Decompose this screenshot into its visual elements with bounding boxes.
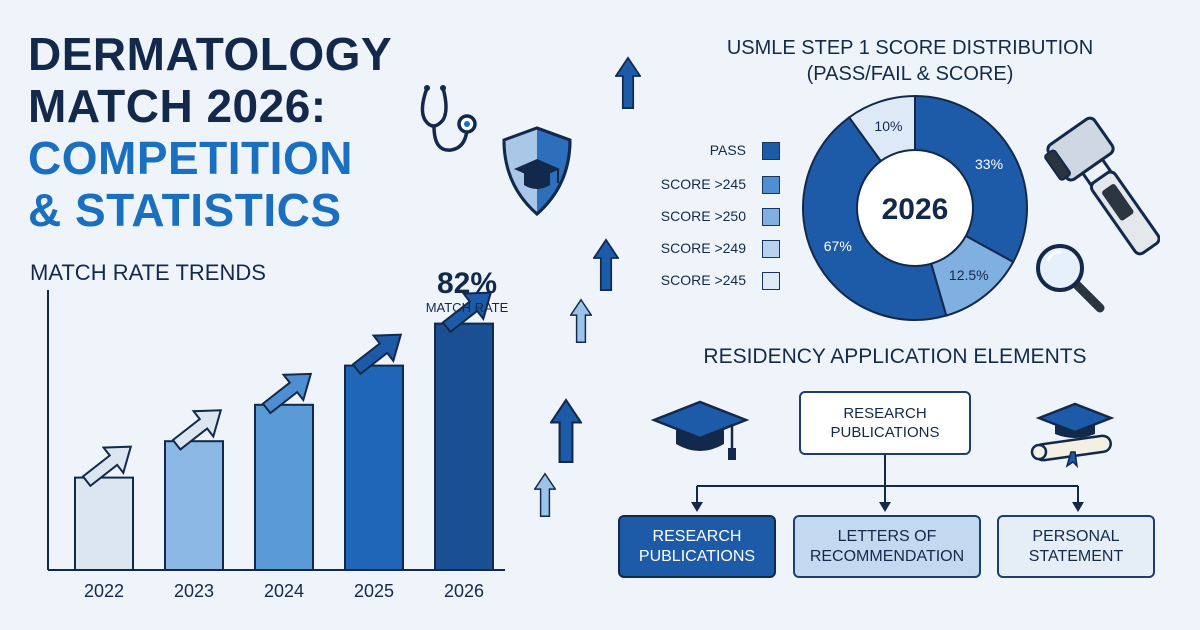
legend-swatch (762, 240, 780, 258)
legend-entry: PASS (640, 140, 780, 162)
legend-swatch (762, 272, 780, 290)
donut-center-label: 2026 (882, 193, 949, 226)
shield-graduation-cap-icon (502, 126, 572, 216)
match-rate-heading: MATCH RATE TRENDS (30, 260, 266, 285)
trend-arrow-icon (261, 372, 313, 415)
magnifier-icon (1036, 244, 1105, 313)
legend-swatch (762, 176, 780, 194)
legend-entry: SCORE >245 (640, 174, 780, 196)
usmle-title-line-2: (PASS/FAIL & SCORE) (806, 63, 1014, 85)
donut-slice-label: 12.5% (949, 267, 989, 283)
donut-slice-label: 10% (874, 118, 902, 134)
trend-arrow-icon (81, 445, 133, 488)
title-line-1: DERMATOLOGY (28, 28, 393, 80)
residency-connectors (691, 454, 1084, 512)
donut-slice-label: 67% (824, 238, 852, 254)
tick-labels: 2022 2023 2024 2025 2026 (84, 581, 484, 601)
bar-2023 (164, 440, 224, 571)
up-arrow-icon (570, 298, 592, 344)
diploma-icon (1030, 402, 1115, 469)
usmle-title-line-1: USMLE STEP 1 SCORE DISTRIBUTION (726, 37, 1094, 59)
usmle-title: USMLE STEP 1 SCORE DISTRIBUTION (PASS/FA… (650, 35, 1170, 87)
match-rate-chart: 2022 2023 2024 2025 2026 (47, 290, 505, 601)
title-accent-line-1: COMPETITION (28, 132, 353, 184)
research-publications-box: RESEARCH PUBLICATIONS (618, 515, 776, 578)
legend-entry: SCORE >245 (640, 270, 780, 292)
up-arrow-icon (550, 398, 582, 464)
legend-swatch (762, 142, 780, 160)
title-line-2: MATCH 2026: (28, 80, 327, 132)
trend-arrow-icon (441, 291, 493, 334)
up-arrow-icon (534, 472, 556, 518)
tick-label-2022: 2022 (84, 581, 124, 601)
tick-label-2025: 2025 (354, 581, 394, 601)
donut-slice-labels: 33% 12.5% 67% 10% (824, 118, 1003, 283)
dermatoscope-icon (1044, 116, 1160, 256)
stethoscope-icon (420, 85, 477, 152)
up-arrow-icon (593, 238, 619, 292)
research-publications-top-box: RESEARCH PUBLICATIONS (799, 391, 971, 455)
legend-swatch (762, 208, 780, 226)
tick-label-2023: 2023 (174, 581, 214, 601)
bar-2026 (434, 322, 494, 571)
graduation-cap-icon (650, 400, 750, 460)
title-accent-line-2: & STATISTICS (28, 184, 342, 236)
callout-value: 82% (436, 267, 498, 300)
tick-label-2024: 2024 (264, 581, 304, 601)
bar-2022 (74, 476, 134, 572)
page-title: DERMATOLOGY MATCH 2026: COMPETITION & ST… (28, 28, 392, 236)
usmle-donut-chart: 2026 33% 12.5% 67% 10% (802, 94, 1028, 321)
legend-entry: SCORE >250 (640, 206, 780, 228)
donut-hole (856, 149, 974, 267)
letters-of-recommendation-box: LETTERS OF RECOMMENDATION (793, 515, 981, 578)
trend-arrow-icon (171, 409, 223, 451)
bars-layer (74, 291, 494, 572)
bar-2024 (254, 403, 314, 571)
legend-entry: SCORE >249 (640, 238, 780, 260)
trend-arrow-icon (351, 333, 403, 376)
residency-heading: RESIDENCY APPLICATION ELEMENTS (703, 345, 1087, 368)
up-arrow-icon (615, 56, 641, 110)
personal-statement-box: PERSONAL STATEMENT (997, 515, 1155, 578)
donut-slice-label: 33% (975, 156, 1003, 172)
bar-2025 (344, 364, 404, 571)
match-rate-callout: 82% MATCH RATE (402, 268, 532, 316)
tick-label-2026: 2026 (444, 581, 484, 601)
callout-label: MATCH RATE (425, 300, 509, 315)
